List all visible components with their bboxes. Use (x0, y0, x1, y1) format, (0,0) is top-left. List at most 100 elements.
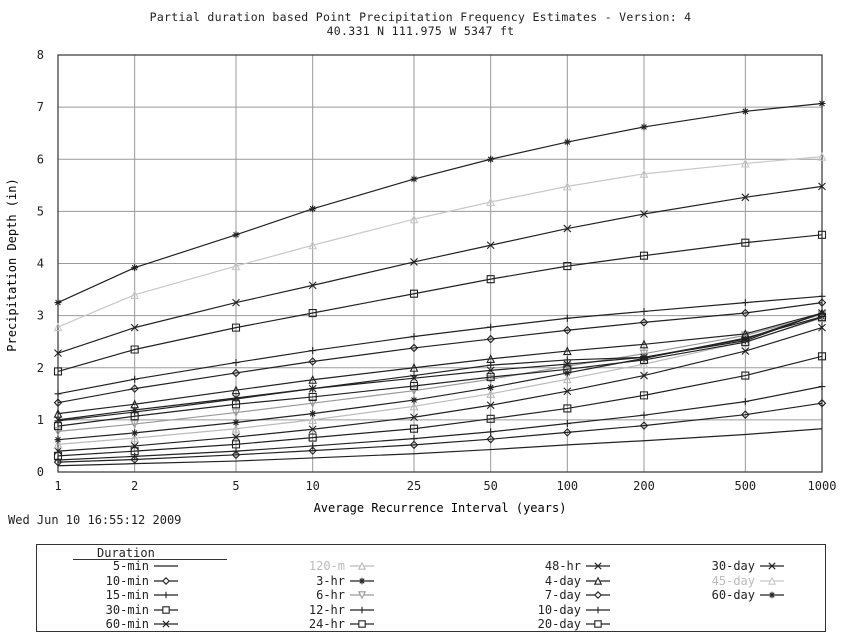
data-point (487, 323, 495, 331)
data-point (817, 151, 827, 161)
data-point (640, 123, 648, 131)
x-tick-label: 10 (305, 479, 319, 493)
y-tick-label: 6 (37, 152, 44, 166)
data-point (409, 440, 419, 450)
data-point (639, 251, 649, 260)
data-point (486, 434, 495, 444)
legend-swatch (154, 620, 178, 628)
legend-item: 12-hr (277, 603, 375, 618)
x-tick-label: 2 (131, 479, 138, 493)
legend-label: 30-min (105, 602, 149, 617)
y-tick-label: 1 (37, 413, 44, 427)
data-point (54, 436, 62, 444)
series-line (57, 316, 823, 441)
data-point (563, 224, 572, 233)
legend-swatch (350, 561, 374, 570)
data-point (486, 401, 495, 410)
series-line (57, 312, 823, 415)
legend-label: 10-min (105, 573, 149, 588)
legend-item: 48-hr (497, 559, 611, 574)
data-point (232, 231, 240, 239)
series-60-day (54, 99, 826, 307)
legend-swatch (586, 606, 610, 613)
series-line (57, 355, 823, 457)
timestamp: Wed Jun 10 16:55:12 2009 (8, 513, 182, 527)
data-point (409, 381, 419, 391)
legend-item: 10-day (497, 603, 611, 618)
y-tick-label: 5 (37, 204, 44, 218)
data-point (409, 289, 419, 298)
data-point (409, 363, 419, 372)
data-point (741, 238, 750, 247)
legend-marker (594, 620, 602, 628)
data-point (741, 193, 750, 202)
legend-swatch (586, 576, 610, 585)
data-point (232, 418, 240, 426)
data-point (410, 435, 418, 443)
data-point (53, 427, 63, 437)
data-point (308, 240, 318, 250)
data-point (741, 299, 749, 307)
data-point (232, 447, 240, 455)
data-point (639, 359, 649, 369)
data-point (487, 428, 495, 436)
x-tick-label: 500 (734, 479, 756, 493)
chart-subtitle: 40.331 N 111.975 W 5347 ft (326, 24, 515, 38)
legend-column: 30-day 45-day 60-day (677, 559, 785, 603)
legend-swatch (586, 591, 610, 600)
data-point (562, 346, 572, 356)
legend-marker (162, 606, 170, 614)
series-line (57, 185, 823, 354)
data-point (232, 394, 240, 402)
legend-item: 7-day (497, 588, 611, 603)
x-tick-label: 50 (483, 479, 497, 493)
legend-label: 3-hr (316, 573, 345, 588)
legend-swatch (760, 576, 784, 585)
data-point (486, 375, 496, 384)
x-tick-label: 5 (232, 479, 239, 493)
data-point (409, 386, 419, 396)
data-point (130, 399, 140, 409)
legend-label: 45-day (711, 573, 755, 588)
legend-label: 120-m (308, 559, 345, 573)
data-point (131, 429, 139, 437)
data-point (818, 323, 826, 332)
y-tick-label: 2 (37, 361, 44, 375)
legend-item: 4-day (497, 574, 611, 589)
data-point (308, 392, 317, 401)
legend-marker (162, 576, 170, 585)
data-point (639, 391, 649, 400)
legend-swatch (154, 592, 178, 599)
legend-item: 30-min (57, 603, 179, 618)
legend-label: 7-day (544, 588, 581, 602)
data-point (486, 241, 495, 250)
data-point (410, 396, 418, 404)
data-point (410, 258, 418, 266)
legend-marker (767, 576, 777, 585)
series-line (57, 428, 823, 467)
y-tick-label: 8 (37, 48, 44, 62)
data-point (487, 384, 495, 392)
data-point (131, 264, 139, 272)
data-point (54, 299, 62, 307)
data-point (53, 398, 63, 407)
legend-marker (768, 562, 776, 570)
data-point (231, 385, 241, 395)
data-point (639, 318, 649, 327)
data-point (741, 410, 750, 419)
data-point (563, 428, 572, 437)
legend-swatch (586, 562, 610, 570)
series-3-hr (54, 313, 826, 444)
data-point (130, 455, 139, 464)
legend-item: 30-day (677, 559, 785, 574)
legend-label: 6-hr (316, 588, 345, 602)
data-point (817, 230, 827, 239)
data-point (308, 281, 317, 290)
data-point (409, 424, 419, 433)
x-tick-label: 200 (633, 479, 655, 493)
data-point (563, 356, 571, 364)
data-point (563, 404, 572, 413)
y-axis-label: Precipitation Depth (in) (5, 178, 19, 351)
legend-marker (594, 591, 602, 600)
data-point (817, 308, 827, 318)
